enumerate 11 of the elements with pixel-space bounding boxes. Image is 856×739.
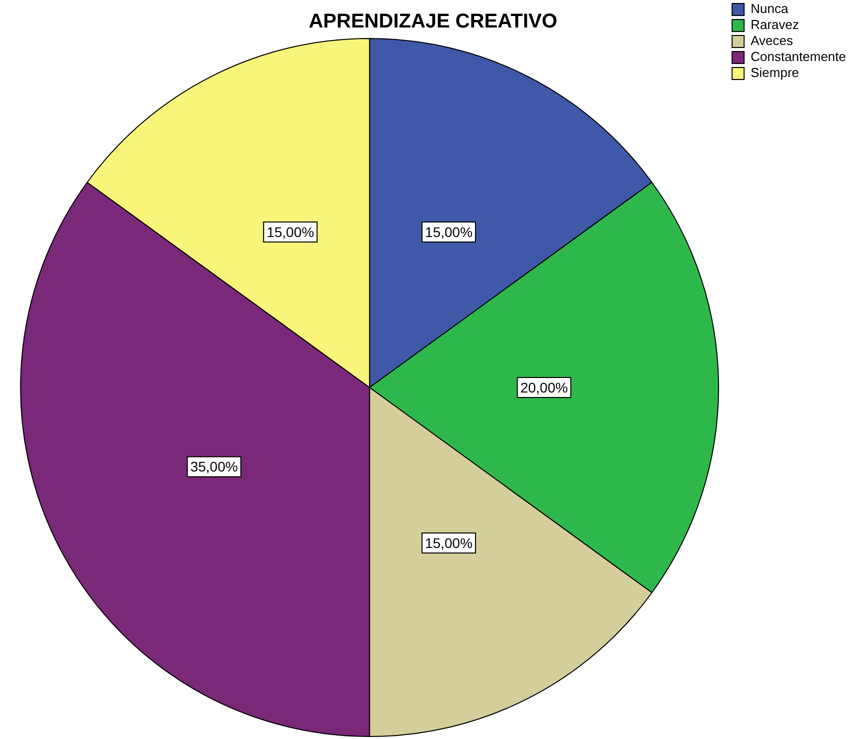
data-label: 35,00% xyxy=(190,458,238,475)
data-label: 15,00% xyxy=(266,224,314,240)
legend-label: Constantemente xyxy=(750,49,846,64)
legend-label: Nunca xyxy=(750,1,789,16)
legend-label: Aveces xyxy=(750,33,794,48)
data-label: 15,00% xyxy=(425,224,473,240)
data-label: 20,00% xyxy=(520,379,568,396)
legend-label: Siempre xyxy=(750,65,800,80)
legend-label: Raravez xyxy=(750,17,800,32)
chart-title: APRENDIZAJE CREATIVO xyxy=(308,10,558,33)
data-label: 15,00% xyxy=(425,534,473,551)
